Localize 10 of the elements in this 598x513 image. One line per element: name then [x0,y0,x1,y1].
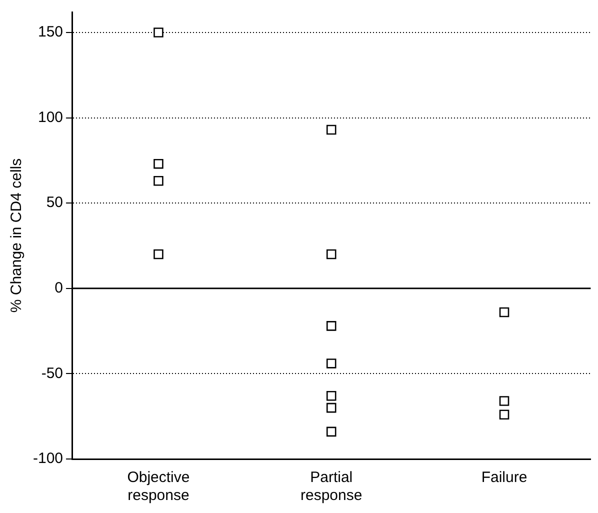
x-tick-label: Failure [481,469,528,486]
y-tick-label: -50 [41,364,64,382]
y-axis-title: % Change in CD4 cells [8,158,26,313]
x-tick-label: Objective response [127,469,190,504]
x-tick-label: Partial response [300,469,362,504]
y-tick-label: 100 [38,108,64,126]
y-tick-label: 150 [38,24,64,41]
y-tick-label: 0 [54,280,64,297]
y-tick-label: 50 [46,194,64,212]
y-tick-label: -100 [32,450,64,468]
